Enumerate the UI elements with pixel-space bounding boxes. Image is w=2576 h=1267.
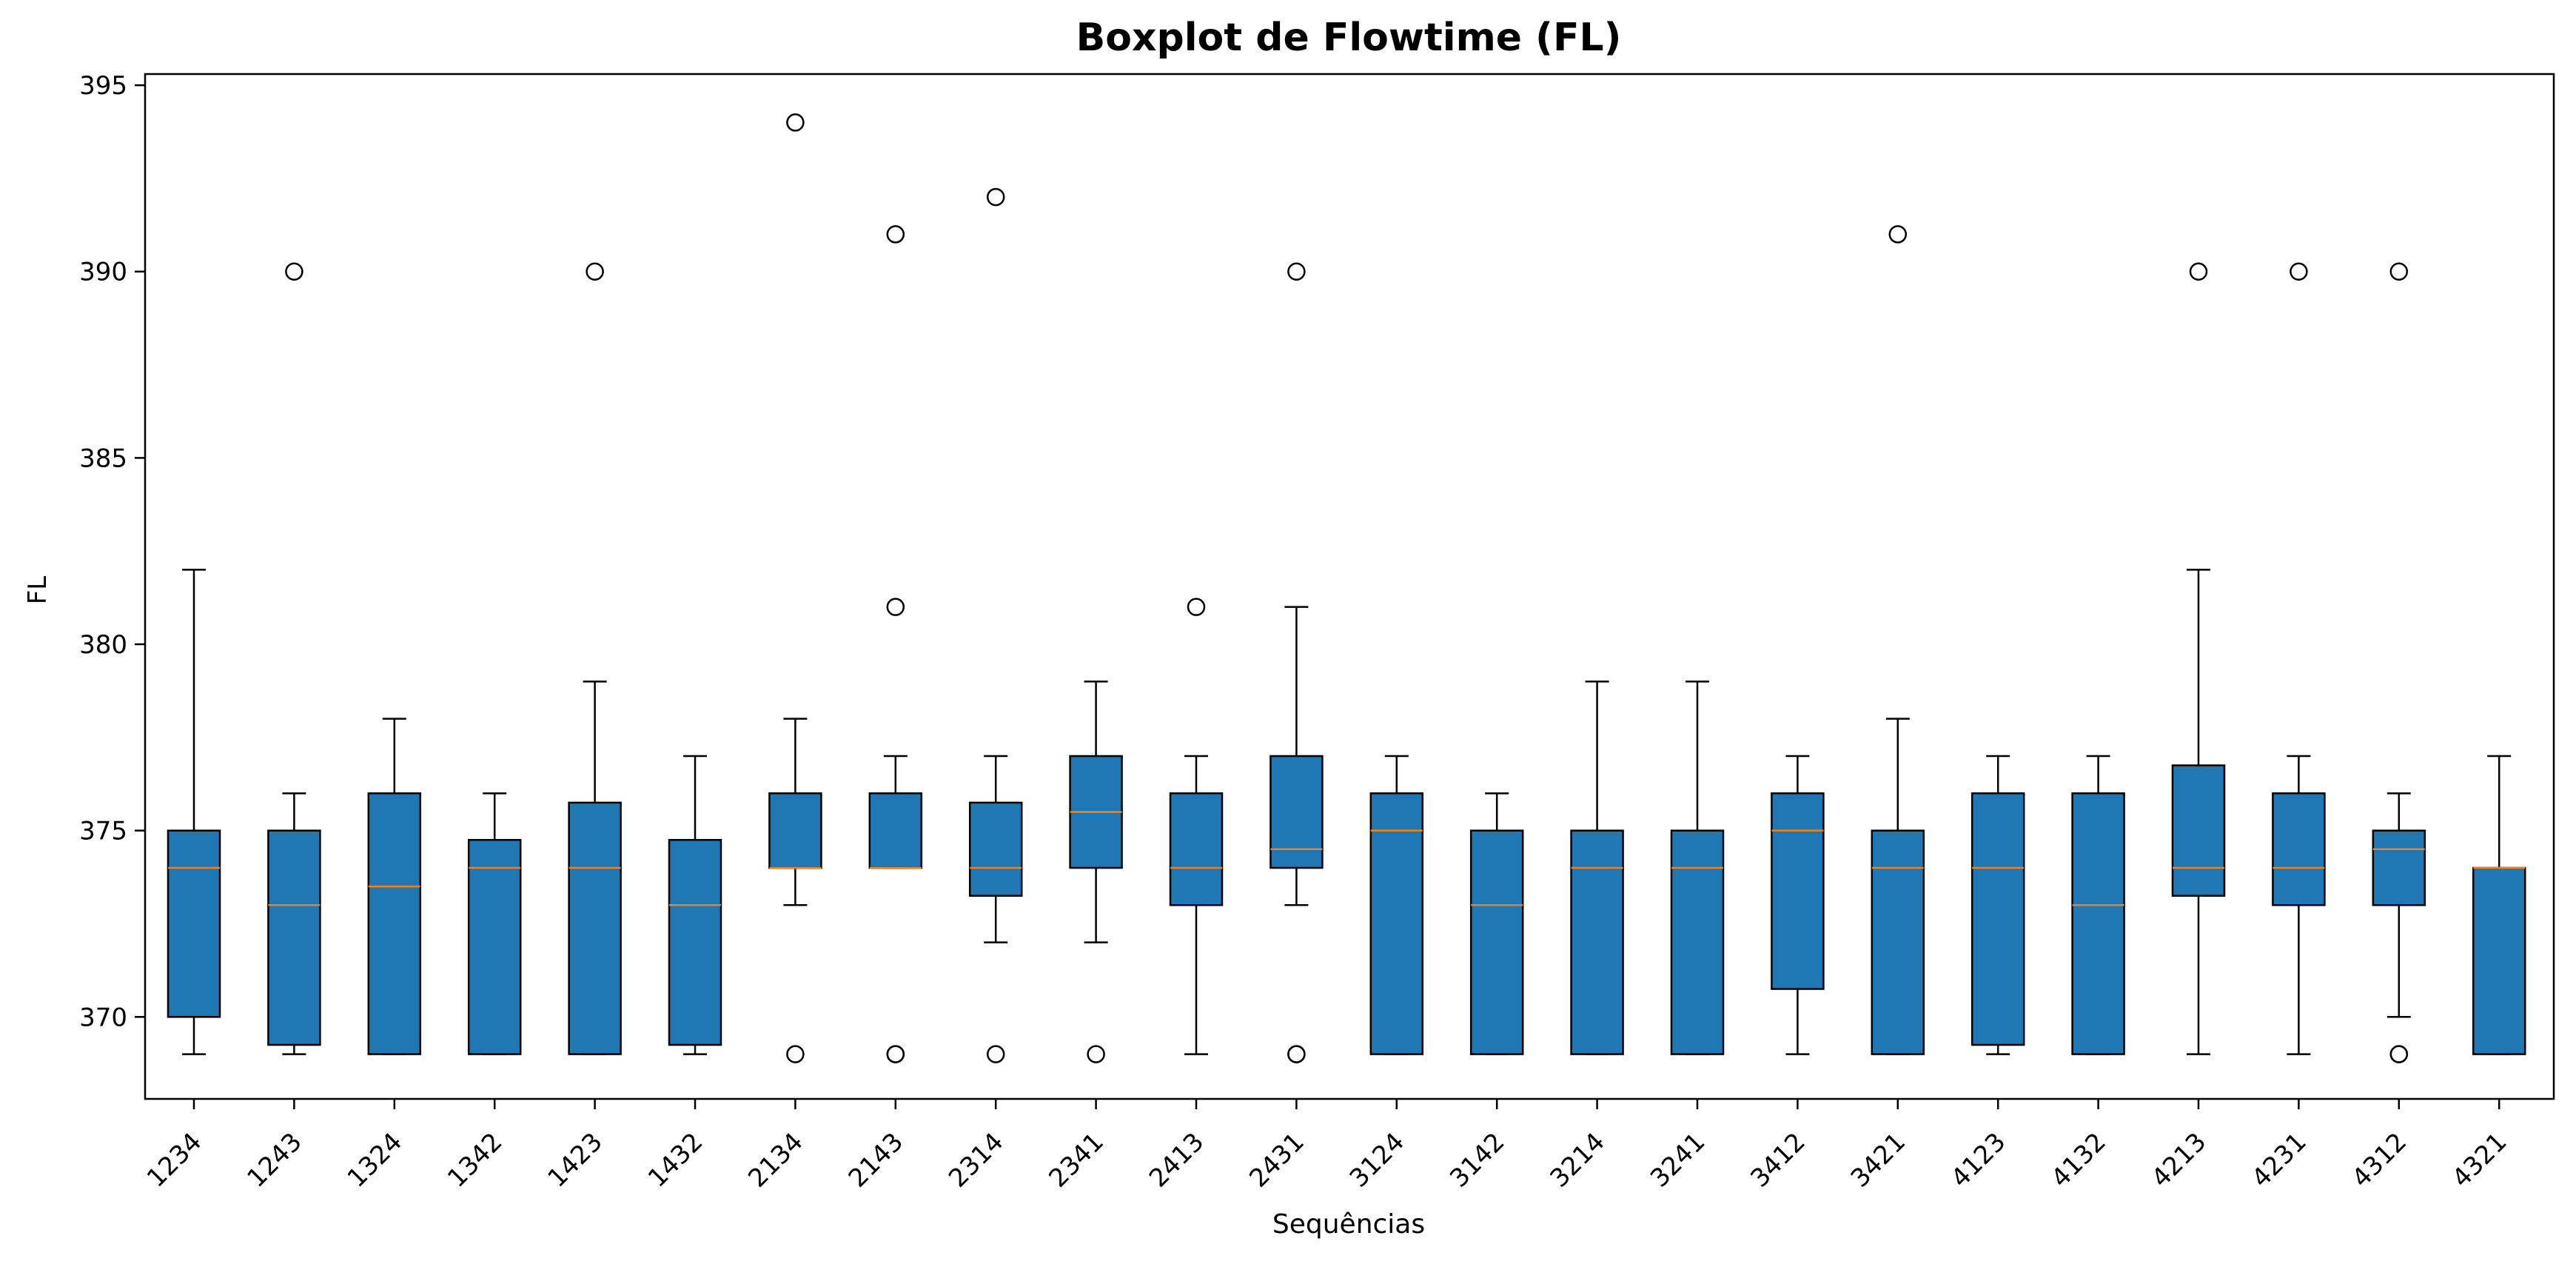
box-4312 [2372,829,2426,906]
outlier-point [1287,262,1306,281]
box-2314 [968,801,1023,897]
box-1432 [668,838,722,1046]
x-tick-label: 3421 [1845,1127,1911,1193]
outlier-point [2290,262,2308,281]
chart-title: Boxplot de Flowtime (FL) [1076,16,1622,60]
x-tick-label: 4132 [2045,1127,2111,1193]
outlier-point [1087,1045,1105,1063]
box-4123 [1970,792,2025,1046]
x-tick-label: 2341 [1043,1127,1109,1193]
x-tick-label: 1423 [542,1127,608,1193]
y-tick-label: 390 [79,258,127,287]
x-tick-label: 3124 [1344,1127,1410,1193]
box-2413 [1169,792,1224,906]
x-tick-label: 1324 [342,1127,408,1193]
y-tick-label: 380 [79,630,127,660]
box-3214 [1570,829,1624,1055]
box-1342 [467,838,522,1055]
box-4231 [2272,792,2326,906]
outlier-point [285,262,303,281]
outlier-point [986,1045,1005,1063]
axes-frame [144,73,2555,1100]
x-tick-label: 2143 [843,1127,909,1193]
outlier-point [786,113,805,132]
x-tick-label: 4312 [2347,1127,2412,1193]
x-tick-label: 4123 [1945,1127,2011,1193]
box-3124 [1369,792,1424,1055]
x-tick-label: 3214 [1544,1127,1610,1193]
plot-area: 370 375 380 385 390 395 1234 1243 1324 1342 1423 14… [79,71,2526,1194]
outlier-point [1287,1045,1306,1063]
box-2134 [768,792,822,869]
box-2431 [1269,755,1324,869]
box-3421 [1871,829,1925,1055]
x-tick-label: 1432 [643,1127,708,1193]
x-tick-label: 1243 [241,1127,307,1193]
x-tick-label: 2413 [1144,1127,1210,1193]
outlier-point [1187,598,1206,616]
outlier-point [786,1045,805,1063]
x-tick-label: 1234 [141,1127,207,1193]
outlier-point [886,598,905,616]
y-tick-label: 385 [79,444,127,473]
box-4132 [2071,792,2125,1055]
x-tick-label: 1342 [442,1127,508,1193]
x-tick-label: 2134 [742,1127,808,1193]
x-axis-label: Sequências [1272,1209,1425,1240]
x-tick-label: 3142 [1444,1127,1510,1193]
box-1423 [568,801,622,1055]
x-tick-label: 4321 [2446,1127,2512,1193]
x-tick-label: 3241 [1645,1127,1711,1193]
outlier-point [986,187,1005,207]
x-tick-label: 4231 [2246,1127,2312,1193]
x-tick-label: 2431 [1244,1127,1309,1193]
box-1243 [267,829,321,1046]
box-3412 [1771,792,1825,990]
box-3142 [1469,829,1524,1055]
outlier-point [886,1045,905,1063]
x-tick-label: 2314 [943,1127,1009,1193]
y-tick-label: 395 [79,71,127,101]
box-3241 [1670,829,1725,1055]
outlier-point [586,262,604,281]
outlier-point [2189,262,2208,281]
box-1324 [367,792,422,1055]
x-tick-label: 3412 [1745,1127,1811,1193]
outlier-point [2389,1045,2409,1063]
box-1234 [167,829,221,1018]
x-tick-label: 4213 [2146,1127,2212,1193]
box-2143 [868,792,923,869]
y-axis-label: FL [23,576,53,605]
outlier-point [1888,225,1908,244]
y-tick-label: 375 [79,817,127,846]
outlier-point [2389,262,2409,281]
box-4321 [2472,866,2526,1055]
y-tick-label: 370 [79,1003,127,1032]
box-4213 [2171,764,2226,897]
outlier-point [886,225,905,244]
